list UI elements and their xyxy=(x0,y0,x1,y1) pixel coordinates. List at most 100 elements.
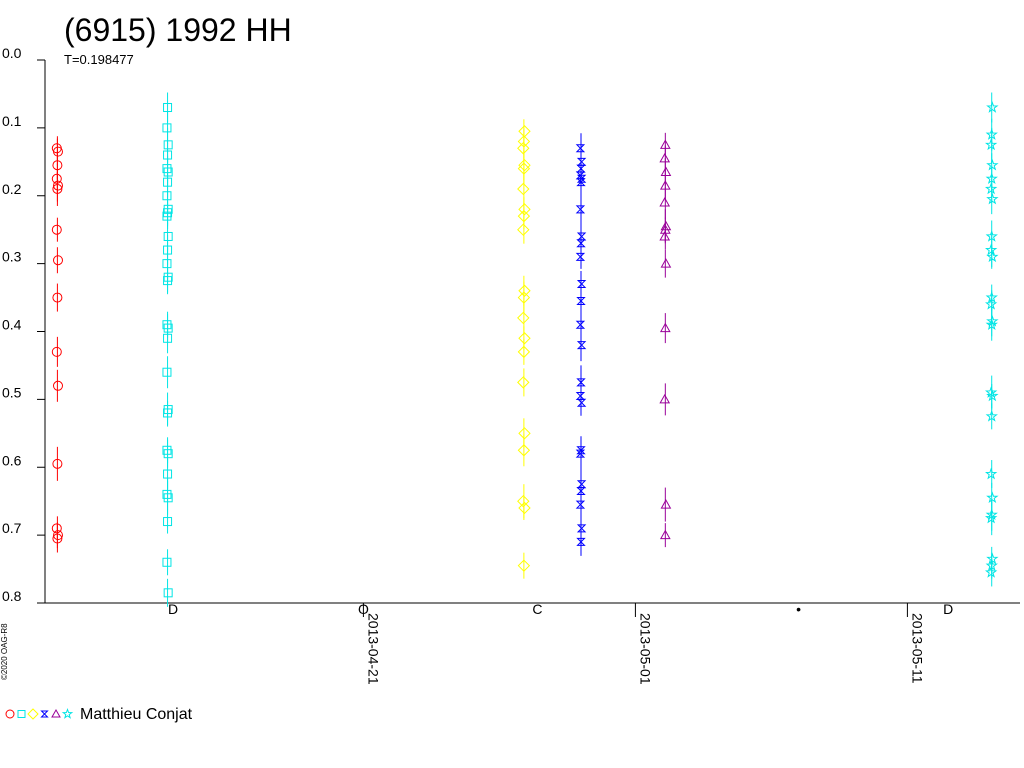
triangle-marker xyxy=(660,258,672,268)
triangle-marker xyxy=(659,197,671,207)
series-hourglass xyxy=(575,133,587,556)
square-marker xyxy=(163,333,173,343)
hourglass-marker xyxy=(576,524,587,533)
square-marker xyxy=(162,259,172,269)
square-marker xyxy=(162,445,172,455)
circle-marker xyxy=(51,173,62,184)
y-tick-label: 0.2 xyxy=(2,181,22,197)
star-marker xyxy=(985,182,998,195)
circle-marker xyxy=(52,533,63,544)
copyright-label: ©2020 OAG-R8 xyxy=(0,623,9,680)
star-marker xyxy=(986,158,999,171)
triangle-marker xyxy=(659,322,671,333)
square-marker xyxy=(17,710,26,718)
hourglass-marker xyxy=(576,239,586,248)
diamond-marker xyxy=(518,501,531,515)
square-marker xyxy=(163,140,173,150)
series-triangle xyxy=(659,132,672,548)
hourglass-marker xyxy=(576,487,586,496)
star-marker xyxy=(985,511,998,524)
diamond-marker xyxy=(517,142,530,155)
y-tick-label: 0.3 xyxy=(2,249,22,265)
triangle-marker xyxy=(660,499,672,509)
square-marker xyxy=(163,449,173,459)
square-marker xyxy=(162,367,172,377)
hourglass-marker xyxy=(575,144,586,153)
star-marker xyxy=(986,192,999,205)
diamond-marker xyxy=(27,708,39,720)
square-marker xyxy=(163,588,173,598)
star-marker xyxy=(985,243,998,256)
data-points xyxy=(51,92,999,607)
circle-marker xyxy=(53,255,63,266)
x-tick-label: 2013-05-01 xyxy=(637,613,653,685)
hourglass-marker xyxy=(576,157,587,166)
chart-title: (6915) 1992 HH xyxy=(64,12,292,48)
moon-phase-marker: O xyxy=(358,601,369,617)
circle-marker xyxy=(51,523,62,534)
hourglass-marker xyxy=(575,391,586,400)
star-marker xyxy=(985,297,998,310)
y-tick-label: 0.4 xyxy=(2,317,22,333)
x-tick-label: 2013-05-11 xyxy=(909,613,925,684)
square-marker xyxy=(163,167,173,177)
hourglass-marker xyxy=(576,537,586,546)
legend-symbols xyxy=(5,708,74,720)
tick-labels: 0.0 0.1 0.2 0.3 0.4 0.5 0.6 0.7 0.8 2013-04-21 201… xyxy=(2,45,925,685)
diamond-marker xyxy=(518,158,531,172)
square-marker xyxy=(162,123,172,133)
legend-label: Matthieu Conjat xyxy=(80,706,193,723)
diamond-marker xyxy=(518,284,531,297)
hourglass-marker xyxy=(575,171,586,180)
y-tick-label: 0.5 xyxy=(2,384,22,400)
hourglass-marker xyxy=(576,480,587,489)
y-tick-label: 0.6 xyxy=(2,452,22,468)
star-marker xyxy=(986,100,999,113)
square-marker xyxy=(163,272,173,282)
triangle-marker xyxy=(660,166,672,176)
star-marker xyxy=(985,566,998,578)
y-tick-label: 0.7 xyxy=(2,520,22,536)
diamond-marker xyxy=(518,332,531,345)
circle-marker xyxy=(53,530,63,541)
square-marker xyxy=(163,231,173,241)
circle-marker xyxy=(5,709,15,719)
hourglass-marker xyxy=(576,378,586,387)
hourglass-marker xyxy=(575,205,586,214)
star-marker xyxy=(985,318,998,331)
triangle-marker xyxy=(660,220,672,231)
star-marker xyxy=(985,138,998,151)
diamond-marker xyxy=(518,125,531,138)
hourglass-marker xyxy=(40,710,49,718)
moon-phase-marker: • xyxy=(796,601,801,617)
circle-marker xyxy=(53,380,63,391)
circle-marker xyxy=(53,180,63,191)
triangle-marker xyxy=(659,152,671,163)
moon-phase-marker: C xyxy=(532,601,542,617)
y-tick-label: 0.1 xyxy=(2,113,22,129)
square-marker xyxy=(163,103,173,113)
square-marker xyxy=(163,276,173,286)
star-marker xyxy=(986,314,999,327)
moon-phase-marker: D xyxy=(168,601,178,617)
square-marker xyxy=(162,164,172,174)
hourglass-marker xyxy=(576,398,587,407)
triangle-marker xyxy=(51,708,61,718)
diamond-marker xyxy=(517,182,530,196)
star-marker xyxy=(986,250,999,263)
star-marker xyxy=(986,491,999,504)
circle-marker xyxy=(52,183,63,194)
hourglass-marker xyxy=(575,500,586,509)
square-marker xyxy=(163,204,173,214)
legend: Matthieu Conjat xyxy=(5,706,193,723)
square-marker xyxy=(163,469,173,479)
hourglass-marker xyxy=(575,320,586,329)
star-marker xyxy=(986,389,999,402)
diamond-marker xyxy=(517,223,530,236)
y-tick-label: 0.0 xyxy=(2,45,22,61)
diamond-marker xyxy=(517,559,531,572)
moon-phase-markers: D O C • D xyxy=(168,601,953,617)
square-marker xyxy=(163,493,173,503)
square-marker xyxy=(163,517,173,527)
circle-marker xyxy=(52,458,63,469)
